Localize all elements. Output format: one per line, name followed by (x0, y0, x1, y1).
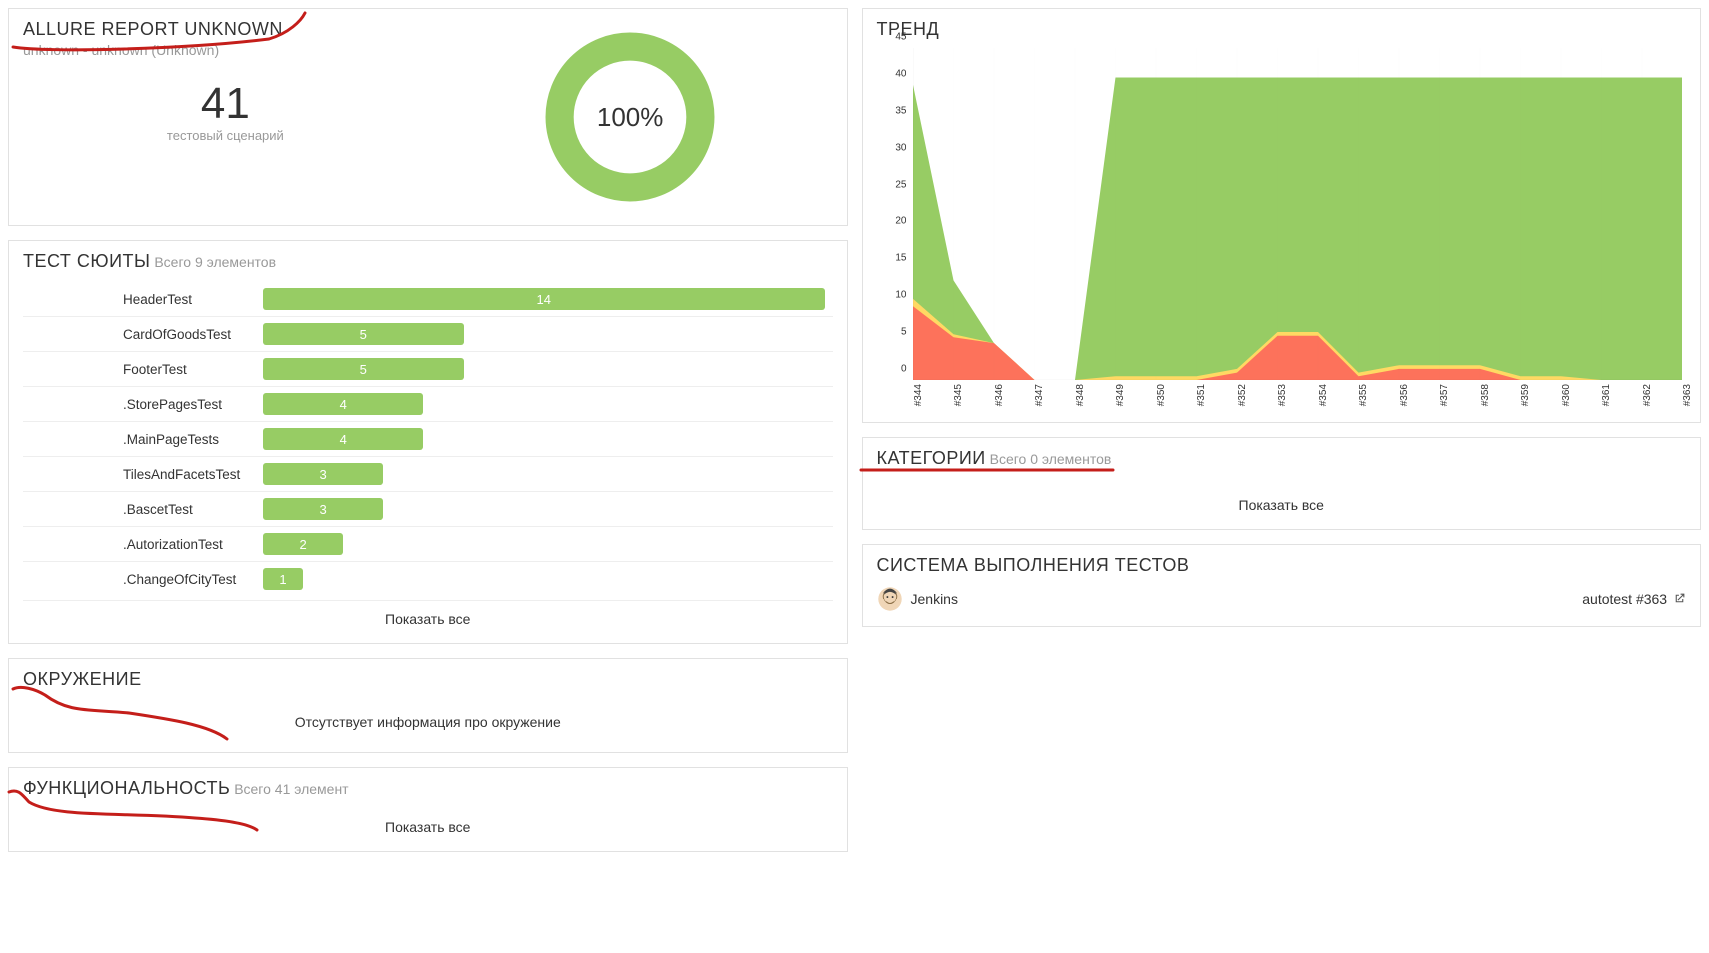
suite-row[interactable]: .BascetTest3 (23, 491, 833, 526)
suite-name: .StorePagesTest (23, 397, 263, 412)
suite-name: .BascetTest (23, 502, 263, 517)
suite-bar: 1 (263, 568, 303, 590)
executor-name: Jenkins (911, 591, 958, 607)
suite-row[interactable]: .ChangeOfCityTest1 (23, 561, 833, 596)
executor-build-link[interactable]: autotest #363 (1582, 591, 1686, 607)
external-link-icon (1673, 592, 1686, 605)
summary-title: ALLURE REPORT UNKNOWN (23, 19, 428, 40)
functionality-card: ФУНКЦИОНАЛЬНОСТЬ Всего 41 элемент Показа… (8, 767, 848, 852)
suites-subtitle: Всего 9 элементов (154, 254, 276, 270)
suite-row[interactable]: .AutorizationTest2 (23, 526, 833, 561)
environment-card: ОКРУЖЕНИЕ Отсутствует информация про окр… (8, 658, 848, 753)
summary-subtitle: unknown - unknown (Unknown) (23, 42, 428, 58)
executor-card: СИСТЕМА ВЫПОЛНЕНИЯ ТЕСТОВ Jenkins (862, 544, 1702, 627)
suite-bar: 4 (263, 428, 423, 450)
executor-build: autotest #363 (1582, 591, 1667, 607)
trend-title: ТРЕНД (877, 19, 1687, 40)
environment-title: ОКРУЖЕНИЕ (23, 669, 833, 690)
trend-card: ТРЕНД 051015202530354045 #344#345#346#34… (862, 8, 1702, 423)
suite-row[interactable]: FooterTest5 (23, 351, 833, 386)
suite-name: FooterTest (23, 362, 263, 377)
suite-row[interactable]: .StorePagesTest4 (23, 386, 833, 421)
environment-message: Отсутствует информация про окружение (23, 690, 833, 738)
functionality-show-all[interactable]: Показать все (23, 809, 833, 837)
summary-count-label: тестовый сценарий (23, 128, 428, 143)
trend-chart: 051015202530354045 #344#345#346#347#348#… (877, 48, 1687, 408)
suite-bar: 3 (263, 498, 383, 520)
suite-name: .AutorizationTest (23, 537, 263, 552)
suites-title: ТЕСТ СЮИТЫ (23, 251, 150, 271)
suite-bar: 5 (263, 358, 464, 380)
suite-bar: 2 (263, 533, 343, 555)
suite-name: .ChangeOfCityTest (23, 572, 263, 587)
categories-card: КАТЕГОРИИ Всего 0 элементов Показать все (862, 437, 1702, 530)
categories-subtitle: Всего 0 элементов (990, 451, 1112, 467)
suites-show-all[interactable]: Показать все (23, 600, 833, 629)
suite-name: HeaderTest (23, 292, 263, 307)
suite-row[interactable]: CardOfGoodsTest5 (23, 316, 833, 351)
functionality-subtitle: Всего 41 элемент (234, 781, 348, 797)
executor-title: СИСТЕМА ВЫПОЛНЕНИЯ ТЕСТОВ (877, 555, 1687, 576)
suite-bar: 3 (263, 463, 383, 485)
categories-title: КАТЕГОРИИ (877, 448, 986, 468)
categories-show-all[interactable]: Показать все (877, 487, 1687, 515)
suite-name: TilesAndFacetsTest (23, 467, 263, 482)
suite-bar: 5 (263, 323, 464, 345)
summary-card: ALLURE REPORT UNKNOWN unknown - unknown … (8, 8, 848, 226)
suite-name: .MainPageTests (23, 432, 263, 447)
summary-count: 41 (23, 82, 428, 126)
suite-row[interactable]: TilesAndFacetsTest3 (23, 456, 833, 491)
functionality-title: ФУНКЦИОНАЛЬНОСТЬ (23, 778, 230, 798)
suites-card: ТЕСТ СЮИТЫ Всего 9 элементов HeaderTest1… (8, 240, 848, 644)
suite-bar: 4 (263, 393, 423, 415)
summary-percent: 100% (542, 29, 718, 205)
suite-name: CardOfGoodsTest (23, 327, 263, 342)
jenkins-icon (877, 586, 903, 612)
suite-bar: 14 (263, 288, 825, 310)
suite-row[interactable]: HeaderTest14 (23, 282, 833, 316)
summary-donut: 100% (542, 29, 718, 205)
suite-row[interactable]: .MainPageTests4 (23, 421, 833, 456)
